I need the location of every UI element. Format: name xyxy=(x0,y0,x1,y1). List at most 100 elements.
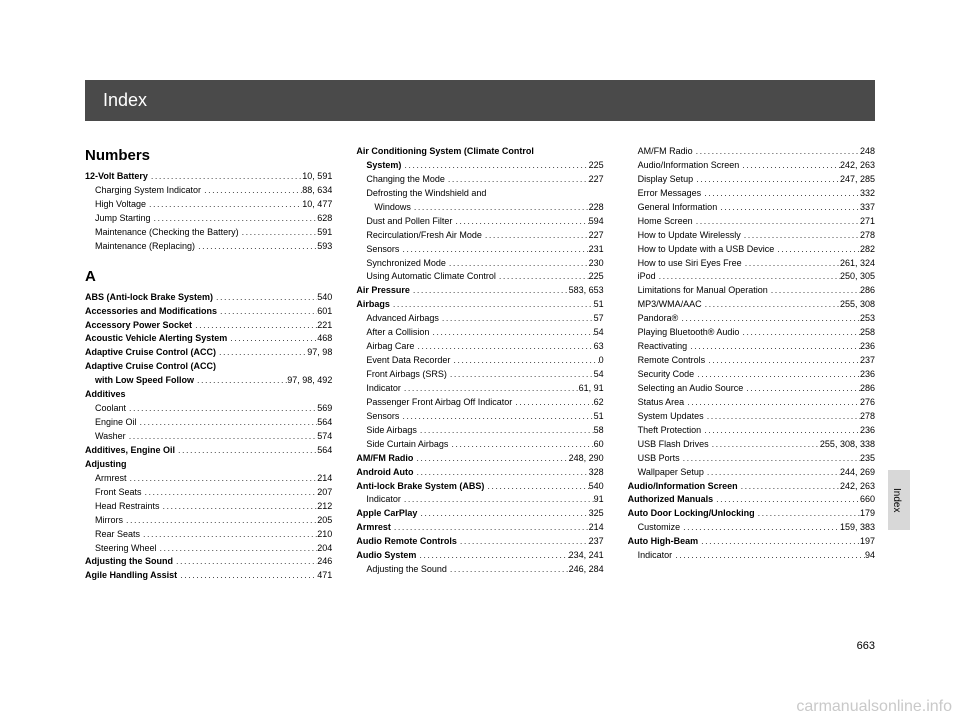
index-entry-dots: ........................................… xyxy=(146,198,302,212)
index-entry: Android Auto ...........................… xyxy=(356,466,603,480)
index-entry-dots: ........................................… xyxy=(414,340,593,354)
index-entry-dots: ........................................… xyxy=(391,521,589,535)
index-entry: Sensors ................................… xyxy=(356,243,603,257)
page-header: Index xyxy=(85,80,875,121)
index-entry-dots: ........................................… xyxy=(742,257,840,271)
index-entry: Pandora® ...............................… xyxy=(628,312,875,326)
index-entry-label: Adjusting xyxy=(85,458,127,472)
index-entry: 12-Volt Battery ........................… xyxy=(85,170,332,184)
index-entry-label: Apple CarPlay xyxy=(356,507,417,521)
index-entry: Agile Handling Assist ..................… xyxy=(85,569,332,583)
index-entry: Auto High-Beam .........................… xyxy=(628,535,875,549)
index-entry-dots: ........................................… xyxy=(484,480,588,494)
index-entry-label: Indicator xyxy=(356,382,401,396)
index-entry: Maintenance (Replacing) ................… xyxy=(85,240,332,254)
index-entry: Recirculation/Fresh Air Mode ...........… xyxy=(356,229,603,243)
index-entry-dots: ........................................… xyxy=(705,354,860,368)
index-entry: Front Seats ............................… xyxy=(85,486,332,500)
index-entry-label: Washer xyxy=(85,430,126,444)
index-entry: Anti-lock Brake System (ABS) ...........… xyxy=(356,480,603,494)
index-entry-pages: 271 xyxy=(860,215,875,229)
index-entry-dots: ........................................… xyxy=(195,240,317,254)
index-entry-label: Windows xyxy=(356,201,411,215)
index-entry: Additives, Engine Oil ..................… xyxy=(85,444,332,458)
index-entry-dots: ........................................… xyxy=(693,173,840,187)
index-entry-label: Wallpaper Setup xyxy=(628,466,704,480)
index-entry: High Voltage ...........................… xyxy=(85,198,332,212)
index-column: AM/FM Radio ............................… xyxy=(628,145,875,583)
index-entry-pages: 337 xyxy=(860,201,875,215)
index-entry: Adaptive Cruise Control (ACC) ..........… xyxy=(85,346,332,360)
index-entry: AM/FM Radio ............................… xyxy=(628,145,875,159)
index-entry: How to Update Wirelessly ...............… xyxy=(628,229,875,243)
index-entry: Charging System Indicator ..............… xyxy=(85,184,332,198)
index-entry: General Information ....................… xyxy=(628,201,875,215)
index-entry-pages: 230 xyxy=(589,257,604,271)
index-entry-label: Airbag Care xyxy=(356,340,414,354)
index-entry-dots: ........................................… xyxy=(126,430,318,444)
index-entry-dots: ........................................… xyxy=(401,382,579,396)
index-entry-pages: 61, 91 xyxy=(579,382,604,396)
index-entry-pages: 207 xyxy=(317,486,332,500)
index-entry: Rear Seats .............................… xyxy=(85,528,332,542)
index-entry-label: 12-Volt Battery xyxy=(85,170,148,184)
index-entry-pages: 225 xyxy=(589,270,604,284)
index-entry: Indicator ..............................… xyxy=(356,493,603,507)
index-entry-dots: ........................................… xyxy=(447,563,569,577)
index-entry-label: Acoustic Vehicle Alerting System xyxy=(85,332,227,346)
index-entry: Side Airbags ...........................… xyxy=(356,424,603,438)
index-entry-pages: 228 xyxy=(589,201,604,215)
index-column: Numbers12-Volt Battery .................… xyxy=(85,145,332,583)
index-entry: Display Setup ..........................… xyxy=(628,173,875,187)
index-entry-pages: 97, 98, 492 xyxy=(287,374,332,388)
index-entry-label: Sensors xyxy=(356,410,399,424)
index-entry-label: Defrosting the Windshield and xyxy=(356,187,486,201)
index-entry-pages: 227 xyxy=(589,229,604,243)
index-entry-pages: 276 xyxy=(860,396,875,410)
index-entry-pages: 231 xyxy=(589,243,604,257)
index-entry-pages: 54 xyxy=(594,368,604,382)
index-entry-label: Coolant xyxy=(85,402,126,416)
index-entry: Playing Bluetooth® Audio ...............… xyxy=(628,326,875,340)
index-entry: Using Automatic Climate Control ........… xyxy=(356,270,603,284)
index-entry-pages: 248, 290 xyxy=(569,452,604,466)
index-entry: Airbags ................................… xyxy=(356,298,603,312)
index-entry: Audio/Information Screen ...............… xyxy=(628,480,875,494)
index-entry-pages: 51 xyxy=(594,298,604,312)
index-entry: Mirrors ................................… xyxy=(85,514,332,528)
index-entry-dots: ........................................… xyxy=(713,493,860,507)
index-entry-label: Armrest xyxy=(356,521,391,535)
index-entry-dots: ........................................… xyxy=(684,396,860,410)
index-entry-dots: ........................................… xyxy=(417,424,594,438)
page-number: 663 xyxy=(857,640,875,652)
index-entry-dots: ........................................… xyxy=(496,270,589,284)
index-entry-pages: 236 xyxy=(860,368,875,382)
index-entry-dots: ........................................… xyxy=(774,243,860,257)
index-entry-label: How to Update with a USB Device xyxy=(628,243,775,257)
index-entry-label: Steering Wheel xyxy=(85,542,157,556)
index-entry: Audio/Information Screen ...............… xyxy=(628,159,875,173)
index-entry-pages: 574 xyxy=(317,430,332,444)
index-entry-dots: ........................................… xyxy=(140,528,317,542)
index-entry-dots: ........................................… xyxy=(213,291,317,305)
index-entry-label: Rear Seats xyxy=(85,528,140,542)
index-entry: Adjusting xyxy=(85,458,332,472)
index-entry: After a Collision ......................… xyxy=(356,326,603,340)
index-entry-dots: ........................................… xyxy=(401,159,588,173)
index-entry-pages: 253 xyxy=(860,312,875,326)
index-entry-label: Authorized Manuals xyxy=(628,493,714,507)
index-entry-label: Accessories and Modifications xyxy=(85,305,217,319)
index-entry-pages: 468 xyxy=(317,332,332,346)
index-entry: Steering Wheel .........................… xyxy=(85,542,332,556)
index-entry-label: Additives, Engine Oil xyxy=(85,444,175,458)
index-entry-label: Event Data Recorder xyxy=(356,354,450,368)
index-entry-pages: 593 xyxy=(317,240,332,254)
index-entry-label: USB Ports xyxy=(628,452,680,466)
index-entry-label: Jump Starting xyxy=(85,212,151,226)
index-entry-dots: ........................................… xyxy=(701,187,860,201)
index-entry-label: Side Airbags xyxy=(356,424,417,438)
index-entry-dots: ........................................… xyxy=(739,159,840,173)
index-entry-label: Changing the Mode xyxy=(356,173,445,187)
index-entry: Wallpaper Setup ........................… xyxy=(628,466,875,480)
index-entry-dots: ........................................… xyxy=(755,507,860,521)
